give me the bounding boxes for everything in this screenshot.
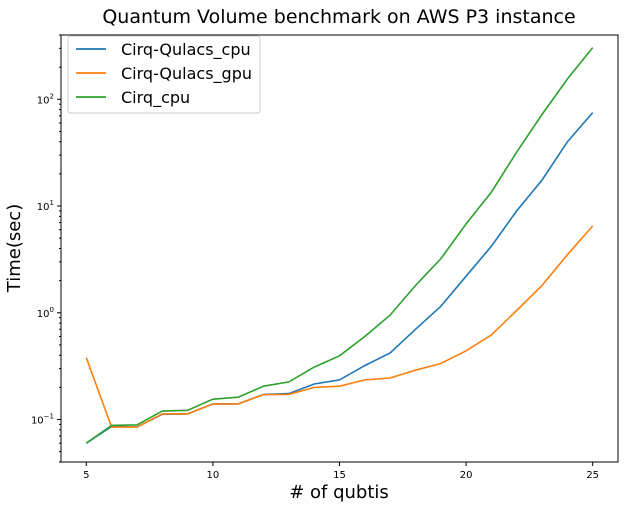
y-tick-label: 10−1 [31, 413, 54, 427]
series-line-cirq-qulacs-gpu [85, 225, 594, 428]
x-tick-label: 5 [83, 470, 89, 481]
series-line-cirq-qulacs-cpu [85, 112, 594, 444]
x-axis-ticks: 5 10 15 20 25 [83, 462, 599, 481]
legend-box [67, 35, 261, 114]
x-tick-label: 20 [460, 470, 473, 481]
x-tick-label: 15 [333, 470, 346, 481]
legend-label-cirq-qulacs-gpu: Cirq-Qulacs_gpu [121, 64, 252, 84]
x-axis-label: # of qubtis [289, 482, 389, 503]
y-tick-label: 100 [37, 306, 54, 320]
chart-title: Quantum Volume benchmark on AWS P3 insta… [102, 6, 575, 28]
series-line-cirq-cpu [85, 47, 594, 444]
series-lines [85, 47, 594, 444]
legend-label-cirq-cpu: Cirq_cpu [121, 88, 190, 108]
legend-label-cirq-qulacs-cpu: Cirq-Qulacs_cpu [121, 40, 251, 60]
legend: Cirq-Qulacs_cpu Cirq-Qulacs_gpu Cirq_cpu [67, 35, 261, 114]
y-axis-label: Time(sec) [4, 204, 25, 293]
y-axis-ticks: 10−1 100 101 102 [31, 34, 61, 463]
x-tick-label: 25 [586, 470, 599, 481]
y-tick-label: 101 [37, 199, 54, 213]
x-tick-label: 10 [207, 470, 220, 481]
y-tick-label: 102 [37, 92, 54, 106]
